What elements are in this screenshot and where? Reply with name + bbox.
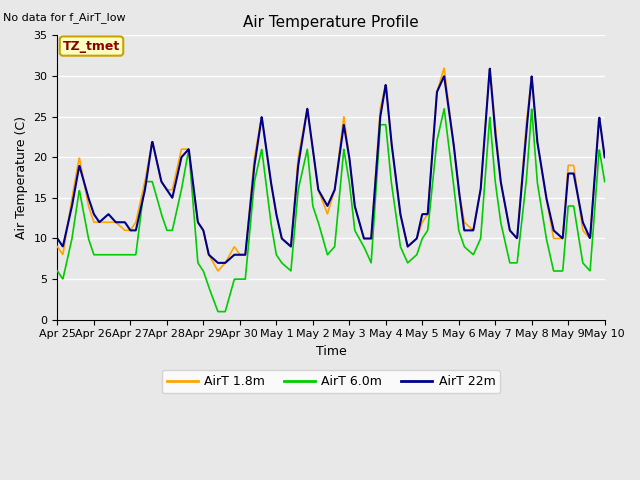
X-axis label: Time: Time: [316, 345, 346, 358]
Text: No data for f_AirT_low: No data for f_AirT_low: [3, 12, 126, 23]
Text: TZ_tmet: TZ_tmet: [63, 39, 120, 52]
Y-axis label: Air Temperature (C): Air Temperature (C): [15, 116, 28, 239]
Title: Air Temperature Profile: Air Temperature Profile: [243, 15, 419, 30]
Legend: AirT 1.8m, AirT 6.0m, AirT 22m: AirT 1.8m, AirT 6.0m, AirT 22m: [162, 370, 500, 393]
